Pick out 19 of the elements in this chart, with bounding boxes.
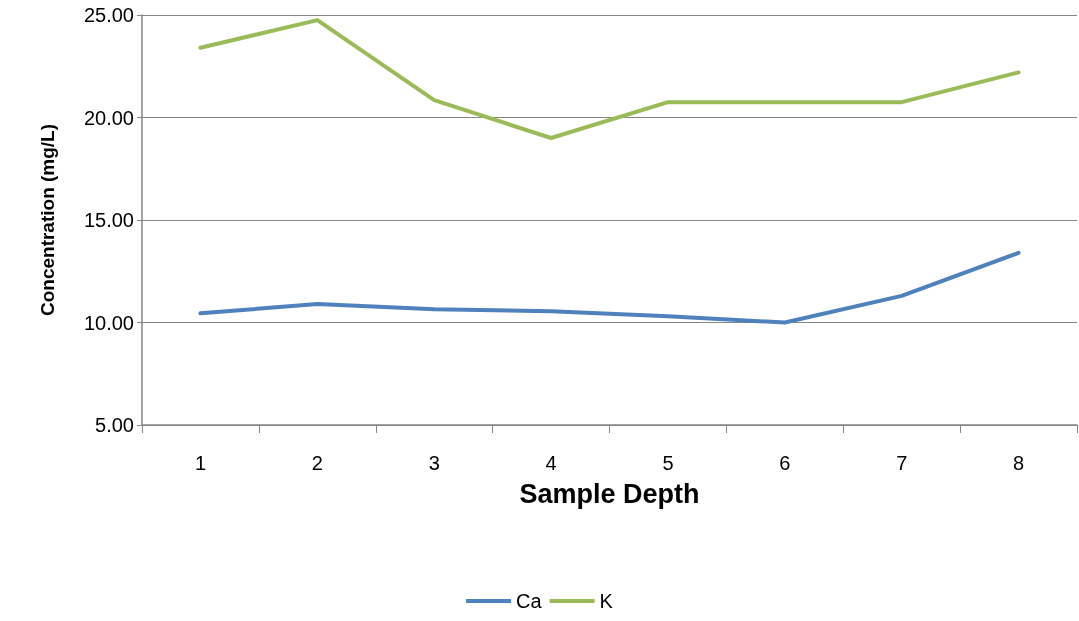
line-series bbox=[198, 250, 1021, 325]
x-tick-label: 7 bbox=[896, 452, 908, 474]
y-tick-label: 5.00 bbox=[95, 414, 134, 436]
x-tick-label: 4 bbox=[545, 452, 557, 474]
x-tick-label: 1 bbox=[194, 452, 206, 474]
x-axis-title: Sample Depth bbox=[519, 478, 700, 509]
x-tick-label: 5 bbox=[662, 452, 674, 474]
y-tick-label: 15.00 bbox=[83, 209, 134, 231]
legend-label: Ca bbox=[516, 590, 543, 612]
x-tick-label: 8 bbox=[1013, 452, 1025, 474]
y-axis-title: Concentration (mg/L) bbox=[37, 123, 58, 317]
x-tick-label: 6 bbox=[779, 452, 791, 474]
y-tick-label: 20.00 bbox=[83, 106, 134, 129]
legend-label: K bbox=[599, 590, 614, 612]
x-tick-label: 3 bbox=[428, 452, 440, 474]
x-tick-label: 2 bbox=[311, 452, 323, 474]
y-tick-label: 10.00 bbox=[83, 311, 134, 334]
y-tick-label: 25.00 bbox=[83, 4, 134, 26]
line-series bbox=[198, 18, 1021, 140]
